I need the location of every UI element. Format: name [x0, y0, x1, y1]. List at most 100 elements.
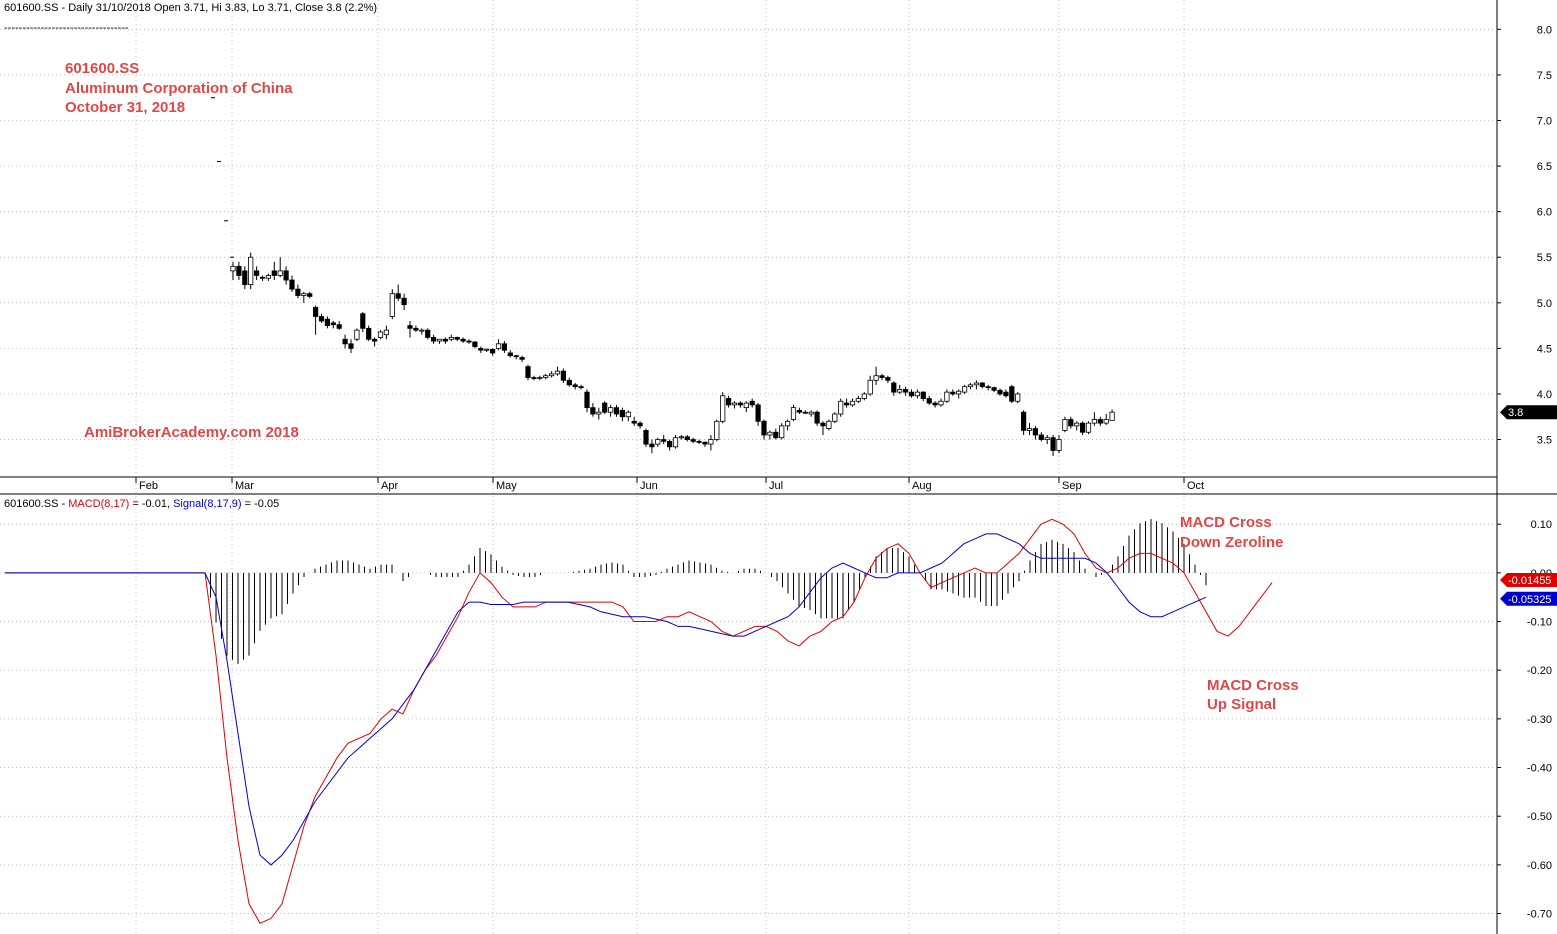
candle-body-up — [1056, 439, 1062, 451]
candle-body-down — [920, 391, 926, 399]
candle — [1050, 434, 1056, 456]
candle — [631, 416, 637, 426]
candle — [436, 338, 443, 344]
candle-body-up — [779, 425, 785, 439]
candle — [419, 328, 425, 335]
candle-body-up — [944, 391, 950, 402]
price-tick-label: 3.5 — [1537, 435, 1552, 447]
candle — [802, 410, 808, 415]
candle-body-down — [531, 377, 537, 379]
candle — [1003, 389, 1009, 398]
candle — [973, 380, 980, 390]
cross-up-annotation-line2: Up Signal — [1207, 696, 1276, 713]
candle — [796, 407, 803, 415]
candle — [967, 383, 974, 390]
macd-value-badge: -0.01455 — [1500, 572, 1557, 587]
candle — [466, 339, 472, 344]
candle-body-down — [560, 370, 567, 381]
candle-body-down — [395, 293, 401, 299]
cross-down-annotation-line1: MACD Cross — [1180, 514, 1272, 531]
candle — [714, 419, 720, 442]
candle-body-down — [513, 355, 519, 358]
price-tick-label: 5.5 — [1537, 252, 1552, 264]
candle — [295, 284, 301, 299]
candle — [407, 321, 413, 338]
candle-body-up — [861, 393, 867, 399]
candle — [454, 336, 460, 342]
last-price-badge: 3.8 — [1500, 405, 1557, 420]
candle — [1009, 384, 1015, 404]
month-label-jul: Jul — [769, 480, 783, 492]
candle — [932, 401, 938, 408]
candle — [1021, 410, 1027, 435]
candle — [672, 434, 679, 449]
candle-body-up — [1109, 411, 1115, 421]
candle-body-down — [755, 404, 761, 422]
candle-body-down — [366, 327, 372, 340]
candle — [637, 421, 643, 429]
candle — [584, 389, 590, 413]
candle-body-down — [1009, 386, 1015, 402]
candle-body-down — [348, 343, 354, 349]
price-tick-label: 4.5 — [1537, 343, 1552, 355]
candle — [690, 437, 696, 444]
candle-body-up — [1015, 393, 1021, 402]
candle-body-down — [1003, 391, 1009, 397]
candle-body-down — [590, 407, 596, 415]
candle-body-up — [714, 420, 720, 440]
candle-body-up — [608, 407, 614, 413]
candle-body-down — [1097, 419, 1103, 424]
candle — [549, 371, 555, 378]
candle — [513, 354, 519, 360]
candle — [767, 430, 773, 440]
candle-body-up — [448, 337, 454, 340]
candle — [897, 384, 903, 394]
candle-body-up — [1044, 437, 1050, 440]
candle-body-down — [726, 398, 732, 406]
candle — [484, 348, 490, 353]
candle — [395, 284, 401, 301]
candle-body-up — [855, 398, 862, 402]
candle-body-down — [442, 338, 449, 342]
candle-body-down — [425, 329, 431, 338]
macd-tick-label: -0.60 — [1527, 860, 1552, 872]
candle — [590, 403, 596, 417]
candle-body-down — [472, 341, 478, 347]
candle — [867, 375, 873, 396]
macd-badge-label: -0.01455 — [1508, 575, 1551, 587]
candle — [962, 384, 968, 394]
candle-body-down — [690, 439, 696, 442]
candle-body-up — [938, 400, 944, 406]
candle — [702, 441, 708, 447]
month-label-feb: Feb — [139, 480, 158, 492]
candle-body-down — [844, 402, 850, 406]
watermark-annotation: AmiBrokerAcademy.com 2018 — [84, 424, 299, 441]
candle-body-down — [885, 377, 891, 381]
candle — [1109, 409, 1115, 421]
candle — [720, 392, 726, 424]
candle — [478, 346, 484, 353]
candle — [425, 328, 431, 340]
candle — [336, 321, 342, 331]
candle-body-up — [973, 382, 980, 386]
candle — [608, 404, 614, 417]
candle-body-down — [312, 306, 319, 317]
candle — [265, 273, 272, 281]
candle — [938, 398, 944, 407]
candle-body-down — [413, 327, 419, 331]
candle — [926, 395, 932, 405]
ticker-annotation: 601600.SS — [65, 60, 139, 77]
candle — [749, 398, 755, 408]
signal-value-badge: -0.05325 — [1500, 591, 1557, 606]
candle — [1044, 434, 1050, 445]
candle — [312, 305, 319, 335]
candle-body-down — [761, 420, 767, 436]
candle-body-down — [991, 387, 997, 391]
candle-body-down — [324, 318, 331, 326]
candle-body-down — [649, 443, 655, 448]
candle-body-up — [1062, 419, 1068, 431]
candle — [808, 410, 814, 417]
candle — [318, 313, 325, 323]
candle — [371, 337, 378, 347]
signal-header-value: = -0.05 — [242, 498, 280, 510]
